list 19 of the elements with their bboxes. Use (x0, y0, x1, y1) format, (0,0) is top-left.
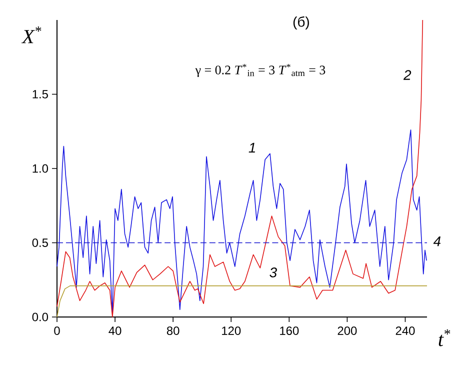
x-axis-title: t$^{*}$ (438, 329, 450, 346)
text: γ = 0.2 T$^{*}$$_{in}$ = 3 T$^{*}$$_{atm}$ = 3 (195, 64, 326, 77)
x-tick-label: 80 (166, 326, 180, 335)
series-label: 1 (248, 142, 256, 153)
x-tick-label: 40 (108, 326, 122, 335)
x-tick-label: 240 (396, 326, 415, 335)
y-tick-label: 1.0 (32, 164, 48, 173)
x-tick-label: 0 (54, 326, 60, 335)
y-axis-title: X$^{*}$ (21, 26, 42, 44)
y-tick-label: 0.0 (32, 312, 48, 322)
x-tick-label: 160 (280, 326, 299, 335)
chart-title: (б) (293, 16, 309, 30)
y-tick-label: 1.5 (32, 90, 48, 98)
series-label: 3 (270, 268, 277, 278)
series-label: 4 (433, 236, 441, 246)
x-tick-label: 120 (222, 326, 241, 335)
x-tick-label: 200 (338, 326, 357, 335)
y-tick-label: 0.5 (32, 238, 48, 247)
series-label: 2 (403, 70, 412, 80)
